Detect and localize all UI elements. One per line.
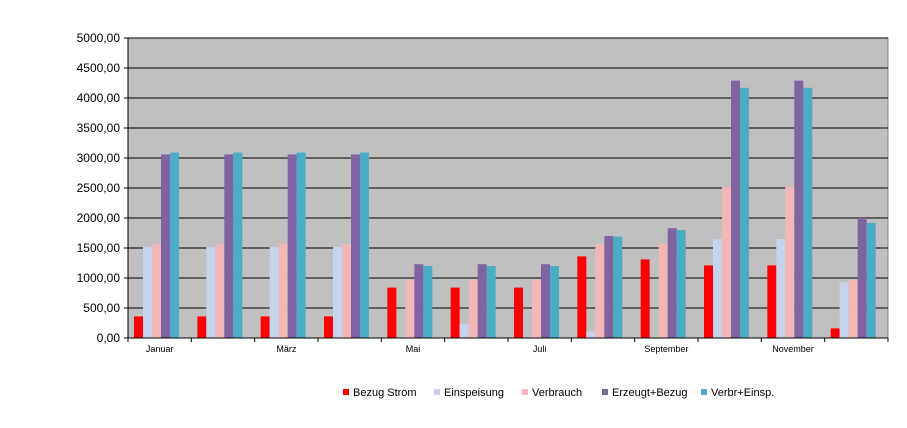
bar-verbr-einsp--5 xyxy=(486,266,496,338)
legend-swatch xyxy=(701,389,707,395)
bar-einspeisung-1 xyxy=(206,246,216,338)
bar-verbr-einsp--8 xyxy=(676,230,686,338)
bar-erzeugt-bezug-7 xyxy=(604,236,614,338)
bar-bezug-strom-1 xyxy=(197,316,207,338)
bar-verbr-einsp--11 xyxy=(866,222,876,338)
bar-erzeugt-bezug-5 xyxy=(477,264,487,338)
bar-einspeisung-3 xyxy=(333,246,342,338)
y-tick-label: 3000,00 xyxy=(77,151,121,165)
bar-verbrauch-11 xyxy=(848,279,858,338)
legend-label: Verbr+Einsp. xyxy=(711,387,774,399)
bar-erzeugt-bezug-8 xyxy=(667,228,677,338)
x-category-label: November xyxy=(772,344,814,354)
bar-bezug-strom-11 xyxy=(830,328,840,338)
bar-verbrauch-7 xyxy=(595,243,605,338)
x-category-label: September xyxy=(644,344,688,354)
y-tick-label: 0,00 xyxy=(97,331,121,345)
bar-verbr-einsp--0 xyxy=(170,152,179,338)
bar-erzeugt-bezug-10 xyxy=(794,80,804,338)
bar-verbrauch-9 xyxy=(722,186,731,338)
bar-verbrauch-5 xyxy=(468,279,478,338)
x-category-label: März xyxy=(276,344,296,354)
y-tick-label: 5000,00 xyxy=(77,31,121,45)
legend-swatch xyxy=(434,389,440,395)
bar-verbrauch-10 xyxy=(785,186,795,338)
bar-verbrauch-0 xyxy=(152,243,161,338)
bar-bezug-strom-5 xyxy=(450,287,460,338)
bar-verbr-einsp--1 xyxy=(233,152,243,338)
bar-einspeisung-2 xyxy=(269,246,279,338)
x-category-label: Januar xyxy=(146,344,174,354)
y-tick-label: 4500,00 xyxy=(77,61,121,75)
bar-bezug-strom-9 xyxy=(704,265,713,338)
bar-verbr-einsp--9 xyxy=(740,87,749,338)
x-axis-category-labels: Januar März Mai Juli September November xyxy=(146,344,814,354)
bar-einspeisung-10 xyxy=(776,239,786,338)
bar-verbr-einsp--7 xyxy=(613,236,623,338)
bar-verbrauch-3 xyxy=(342,243,351,338)
bar-erzeugt-bezug-9 xyxy=(731,80,740,338)
bar-verbr-einsp--3 xyxy=(360,152,369,338)
y-tick-label: 2000,00 xyxy=(77,211,121,225)
bar-bezug-strom-0 xyxy=(134,316,143,338)
bar-bezug-strom-4 xyxy=(387,287,397,338)
gridlines xyxy=(124,37,888,339)
x-category-label: Juli xyxy=(533,344,547,354)
bar-verbr-einsp--10 xyxy=(803,87,813,338)
legend-swatch xyxy=(343,389,349,395)
bar-verbrauch-8 xyxy=(658,243,668,338)
bar-verbr-einsp--4 xyxy=(423,266,433,338)
bar-bezug-strom-10 xyxy=(767,265,777,338)
y-tick-label: 4000,00 xyxy=(77,91,121,105)
bar-einspeisung-5 xyxy=(459,324,469,338)
legend-label: Verbrauch xyxy=(532,387,582,399)
legend-label: Einspeisung xyxy=(444,387,504,399)
bar-bezug-strom-7 xyxy=(577,256,587,338)
bar-bezug-strom-6 xyxy=(514,287,523,338)
legend-swatch xyxy=(602,389,608,395)
y-tick-label: 500,00 xyxy=(83,301,120,315)
bar-erzeugt-bezug-1 xyxy=(224,154,234,338)
y-tick-label: 2500,00 xyxy=(77,181,121,195)
bar-verbrauch-1 xyxy=(215,243,225,338)
bar-einspeisung-7 xyxy=(586,331,596,338)
bars xyxy=(134,80,876,338)
legend-label: Erzeugt+Bezug xyxy=(612,387,688,399)
legend-swatch xyxy=(522,389,528,395)
legend: Bezug Strom Einspeisung Verbrauch Erzeugt+B… xyxy=(343,387,774,399)
bar-bezug-strom-2 xyxy=(260,316,270,338)
bar-erzeugt-bezug-0 xyxy=(161,154,170,338)
y-tick-label: 1000,00 xyxy=(77,271,121,285)
bar-einspeisung-11 xyxy=(839,282,849,338)
bar-erzeugt-bezug-11 xyxy=(857,218,867,338)
x-category-label: Mai xyxy=(406,344,421,354)
bar-einspeisung-0 xyxy=(143,246,152,338)
bar-erzeugt-bezug-4 xyxy=(414,264,424,338)
bar-erzeugt-bezug-3 xyxy=(351,154,360,338)
bar-erzeugt-bezug-6 xyxy=(541,264,550,338)
bar-bezug-strom-3 xyxy=(324,316,333,338)
bar-verbrauch-6 xyxy=(532,279,541,338)
bar-bezug-strom-8 xyxy=(640,259,650,338)
bar-verbrauch-4 xyxy=(405,279,415,338)
y-tick-label: 1500,00 xyxy=(77,241,121,255)
bar-verbr-einsp--6 xyxy=(550,266,559,338)
y-axis-tick-labels: 0,00 500,00 1000,00 1500,00 2000,00 2500,00 30… xyxy=(77,31,121,345)
bar-verbr-einsp--2 xyxy=(296,152,306,338)
axes xyxy=(127,38,889,342)
legend-label: Bezug Strom xyxy=(353,387,417,399)
bar-erzeugt-bezug-2 xyxy=(287,154,297,338)
y-tick-label: 3500,00 xyxy=(77,121,121,135)
bar-einspeisung-9 xyxy=(713,239,722,338)
bar-verbrauch-2 xyxy=(278,243,288,338)
